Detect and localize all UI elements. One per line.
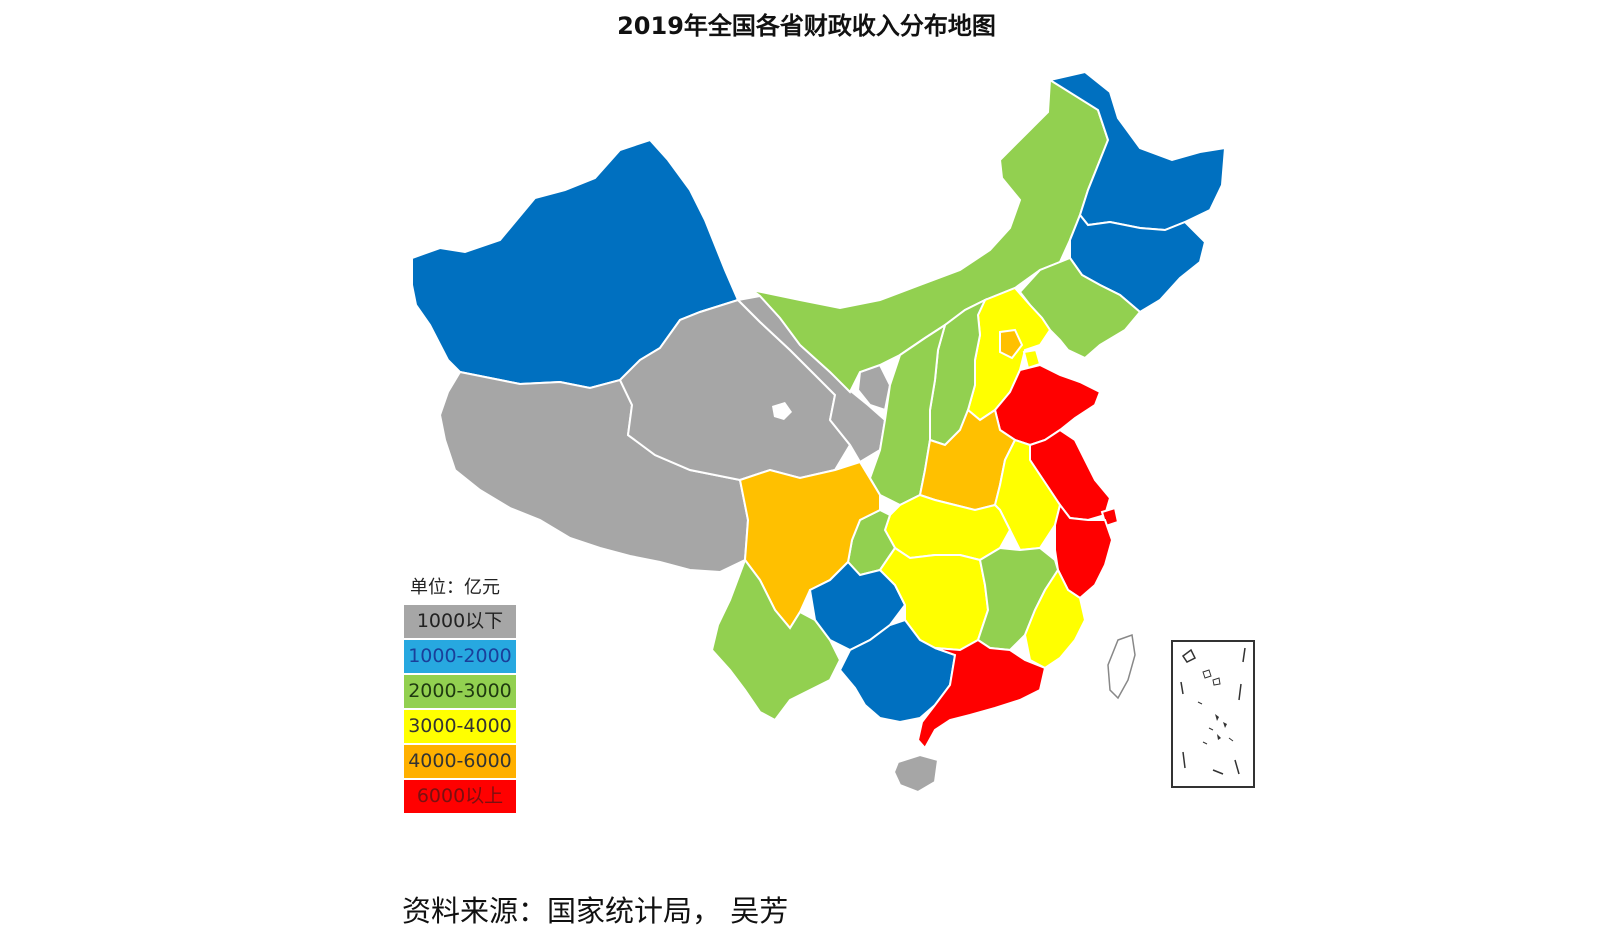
legend-item-4000-6000: 4000-6000 [404,745,516,778]
south-china-sea-islands-icon [1180,647,1246,775]
legend-item-3000-4000: 3000-4000 [404,710,516,743]
legend-item-1000-2000: 1000-2000 [404,640,516,673]
map-title: 2019年全国各省财政收入分布地图 [617,12,996,40]
region-taiwan [1107,633,1136,700]
region-tibet [438,370,750,574]
legend-item-above-6000: 6000以上 [404,780,516,813]
region-guangdong [916,638,1047,750]
legend-unit: 单位：亿元 [410,577,500,598]
region-fujian [1023,567,1087,670]
region-yunnan [710,557,842,722]
source-note: 资料来源：国家统计局， 吴芳 [402,894,789,928]
legend: 单位：亿元 1000以下 1000-2000 2000-3000 3000-40… [404,573,516,815]
region-beijing [999,328,1024,360]
region-zhejiang [1054,502,1114,600]
legend-item-below-1000: 1000以下 [404,605,516,638]
legend-item-2000-3000: 2000-3000 [404,675,516,708]
south-china-sea-inset [1171,640,1255,788]
region-hainan [892,753,940,794]
